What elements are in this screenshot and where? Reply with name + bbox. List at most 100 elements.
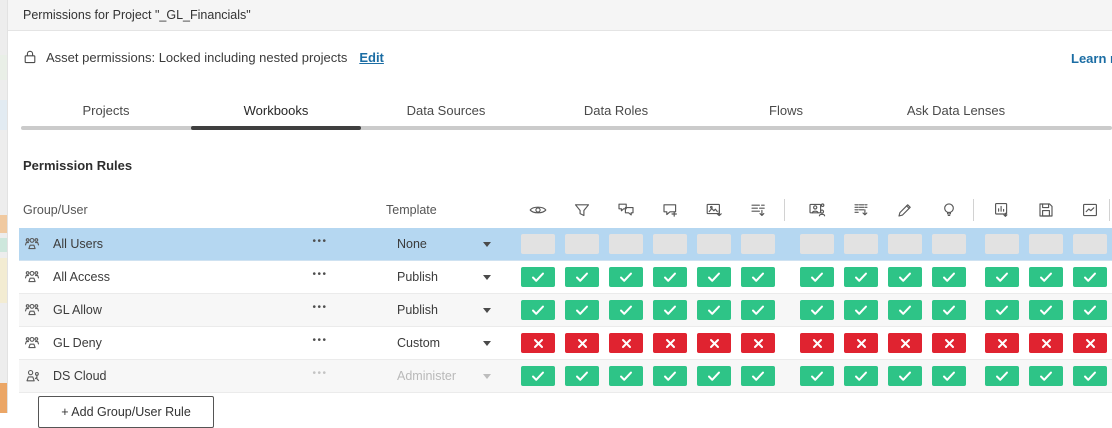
- permission-cell[interactable]: [653, 333, 687, 353]
- permission-cell[interactable]: [932, 300, 966, 320]
- tab-projects[interactable]: Projects: [82, 103, 130, 118]
- permission-cell[interactable]: [521, 234, 555, 254]
- permission-cell[interactable]: [800, 267, 834, 287]
- permission-cell[interactable]: [653, 267, 687, 287]
- row-actions-menu[interactable]: •••: [312, 269, 328, 280]
- permission-cell[interactable]: [741, 300, 775, 320]
- add-group-user-rule-button[interactable]: + Add Group/User Rule: [38, 396, 214, 428]
- permission-cell[interactable]: [985, 366, 1019, 386]
- permission-cell[interactable]: [697, 333, 731, 353]
- permission-cell[interactable]: [565, 300, 599, 320]
- tab-data-sources[interactable]: Data Sources: [406, 103, 486, 118]
- permission-cell[interactable]: [697, 366, 731, 386]
- permission-cell[interactable]: [521, 300, 555, 320]
- permission-cell[interactable]: [609, 267, 643, 287]
- permission-cell-wrap: [983, 333, 1021, 353]
- permission-cell[interactable]: [800, 366, 834, 386]
- capability-group-3: [983, 196, 1109, 224]
- permission-cell[interactable]: [985, 267, 1019, 287]
- backdrop-fragment: [0, 238, 7, 252]
- permission-cell[interactable]: [741, 366, 775, 386]
- permission-cell[interactable]: [985, 300, 1019, 320]
- permission-cell[interactable]: [932, 366, 966, 386]
- permission-cell[interactable]: [985, 333, 1019, 353]
- template-dropdown[interactable]: Publish: [379, 261, 505, 293]
- permission-cell[interactable]: [1029, 300, 1063, 320]
- permission-cell[interactable]: [521, 333, 555, 353]
- learn-more-link[interactable]: Learn more: [1071, 51, 1112, 66]
- capability-group-divider: [784, 199, 785, 221]
- template-dropdown[interactable]: Publish: [379, 294, 505, 326]
- permission-cell[interactable]: [1073, 366, 1107, 386]
- permission-cell[interactable]: [565, 333, 599, 353]
- permission-cell[interactable]: [844, 300, 878, 320]
- tab-data-roles[interactable]: Data Roles: [583, 103, 649, 118]
- permission-cell[interactable]: [844, 267, 878, 287]
- permission-cell[interactable]: [844, 366, 878, 386]
- tab-ask-data-lenses[interactable]: Ask Data Lenses: [906, 103, 1006, 118]
- permission-cell[interactable]: [1029, 267, 1063, 287]
- permission-cell[interactable]: [985, 234, 1019, 254]
- permission-cell-wrap: [563, 267, 601, 287]
- tab-workbooks[interactable]: Workbooks: [243, 103, 309, 118]
- permission-cell[interactable]: [932, 333, 966, 353]
- caret-down-icon: [483, 275, 491, 280]
- row-actions-menu[interactable]: •••: [312, 302, 328, 313]
- permission-cell[interactable]: [800, 234, 834, 254]
- permission-cell[interactable]: [932, 234, 966, 254]
- permission-cell-wrap: [563, 300, 601, 320]
- permission-cell[interactable]: [609, 333, 643, 353]
- permission-cell[interactable]: [1073, 234, 1107, 254]
- permission-cell[interactable]: [888, 267, 922, 287]
- row-actions-menu[interactable]: •••: [312, 368, 328, 379]
- permission-cell[interactable]: [521, 267, 555, 287]
- template-value: Administer: [397, 369, 457, 383]
- permission-cell[interactable]: [844, 333, 878, 353]
- permission-cell[interactable]: [609, 300, 643, 320]
- permission-cell[interactable]: [609, 234, 643, 254]
- permission-cell[interactable]: [521, 366, 555, 386]
- permission-cell[interactable]: [888, 234, 922, 254]
- tab-flows[interactable]: Flows: [769, 103, 803, 118]
- permission-cell-wrap: [1071, 333, 1109, 353]
- dialog-title-bar: Permissions for Project "_GL_Financials": [8, 0, 1112, 31]
- permission-cell[interactable]: [932, 267, 966, 287]
- permission-cell[interactable]: [800, 333, 834, 353]
- permission-cell-wrap: [651, 366, 689, 386]
- permission-cell-wrap: [607, 366, 645, 386]
- permission-cell[interactable]: [565, 267, 599, 287]
- permission-cell[interactable]: [800, 300, 834, 320]
- permission-cell[interactable]: [1029, 333, 1063, 353]
- permission-cell-wrap: [886, 366, 924, 386]
- row-actions-menu[interactable]: •••: [312, 236, 328, 247]
- permission-cell[interactable]: [697, 300, 731, 320]
- edit-link[interactable]: Edit: [359, 49, 384, 65]
- permission-cell[interactable]: [888, 300, 922, 320]
- permission-cell[interactable]: [1073, 300, 1107, 320]
- permission-cell[interactable]: [1073, 267, 1107, 287]
- permission-cell-wrap: [842, 267, 880, 287]
- permission-cell[interactable]: [653, 366, 687, 386]
- permission-cell[interactable]: [888, 366, 922, 386]
- permission-cell[interactable]: [565, 366, 599, 386]
- permission-cell[interactable]: [1029, 234, 1063, 254]
- permission-cell[interactable]: [609, 366, 643, 386]
- permission-cell[interactable]: [697, 234, 731, 254]
- permission-cell[interactable]: [741, 333, 775, 353]
- permission-cell[interactable]: [741, 234, 775, 254]
- permission-cell[interactable]: [844, 234, 878, 254]
- capability-add-comments-icon: [651, 200, 689, 220]
- permission-cell[interactable]: [741, 267, 775, 287]
- permission-cell[interactable]: [697, 267, 731, 287]
- permission-cell[interactable]: [1073, 333, 1107, 353]
- template-dropdown[interactable]: Custom: [379, 327, 505, 359]
- permission-cell[interactable]: [653, 300, 687, 320]
- permission-cell[interactable]: [888, 333, 922, 353]
- permission-cell[interactable]: [1029, 366, 1063, 386]
- permission-cell[interactable]: [653, 234, 687, 254]
- permission-rule-row: All Users ••• None: [19, 228, 1112, 261]
- template-dropdown[interactable]: None: [379, 228, 505, 260]
- capability-overwrite-icon: [1027, 200, 1065, 220]
- permission-cell[interactable]: [565, 234, 599, 254]
- row-actions-menu[interactable]: •••: [312, 335, 328, 346]
